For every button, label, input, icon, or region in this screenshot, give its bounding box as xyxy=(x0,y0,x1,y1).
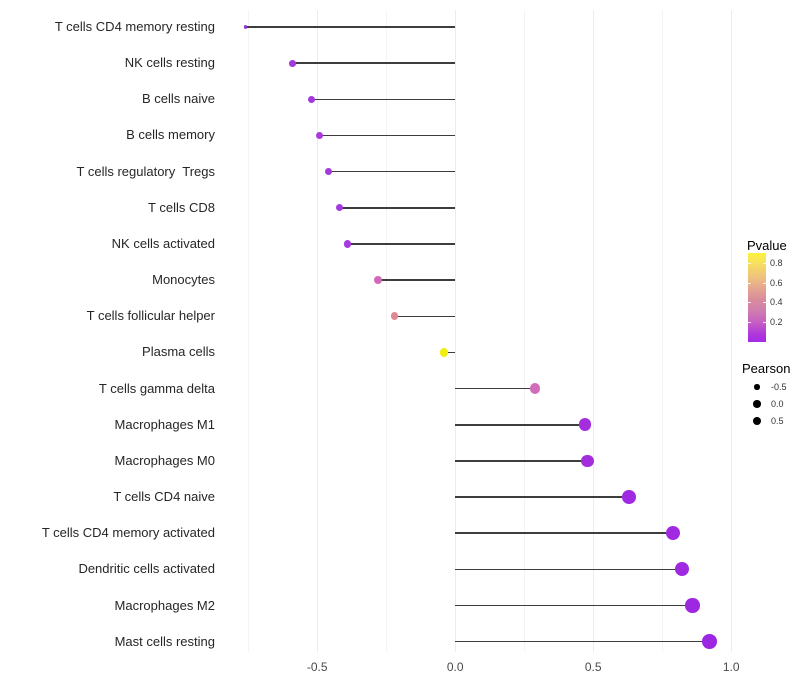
lollipop-stem xyxy=(347,243,456,245)
colorbar-tick xyxy=(748,302,751,304)
lollipop-stem xyxy=(455,460,588,462)
gridline-major xyxy=(593,10,595,652)
data-point xyxy=(581,454,595,468)
lollipop-stem xyxy=(394,315,456,318)
plot-panel xyxy=(222,10,745,652)
colorbar-tick xyxy=(763,282,766,284)
category-label: T cells CD4 memory resting xyxy=(54,19,215,34)
x-tick-label: 0.0 xyxy=(446,660,464,674)
data-point xyxy=(373,276,382,285)
lollipop-stem xyxy=(455,387,536,390)
lollipop-stem xyxy=(444,351,456,354)
data-point xyxy=(685,598,700,613)
data-point xyxy=(390,312,399,321)
lollipop-stem xyxy=(319,134,456,137)
colorbar-tick-label: 0.2 xyxy=(770,317,783,328)
gridline-major xyxy=(455,10,457,652)
data-point xyxy=(308,95,316,103)
pvalue-colorbar xyxy=(748,253,766,342)
pearson-legend-dot xyxy=(752,416,762,426)
category-label: Macrophages M0 xyxy=(114,452,215,468)
pearson-legend-dot xyxy=(754,384,760,390)
gridline-minor xyxy=(386,10,388,652)
colorbar-tick xyxy=(748,322,751,324)
lollipop-stem xyxy=(455,640,710,643)
x-tick-label: 0.5 xyxy=(584,660,602,674)
gridline-minor xyxy=(248,10,250,652)
category-label: NK cells resting xyxy=(124,55,215,71)
colorbar-tick xyxy=(763,262,766,264)
lollipop-stem xyxy=(245,26,456,28)
category-label: Plasma cells xyxy=(142,344,215,360)
lollipop-stem xyxy=(455,424,585,426)
lollipop-stem xyxy=(455,604,693,607)
colorbar-tick-label: 0.8 xyxy=(770,257,783,268)
data-point xyxy=(674,562,689,577)
pearson-legend-label: 0.5 xyxy=(771,416,784,426)
lollipop-stem xyxy=(292,62,456,64)
data-point xyxy=(578,418,592,432)
data-point xyxy=(622,490,636,504)
data-point xyxy=(439,348,449,357)
pearson-legend-dot xyxy=(753,400,761,408)
lollipop-stem xyxy=(339,207,456,209)
category-label: Monocytes xyxy=(152,272,215,288)
data-point xyxy=(666,526,681,541)
category-label: Macrophages M2 xyxy=(114,597,215,613)
category-label: T cells CD8 xyxy=(148,199,215,215)
data-point xyxy=(316,131,324,139)
colorbar-tick xyxy=(748,282,751,284)
category-label: T cells CD4 naive xyxy=(113,489,215,505)
category-label: B cells naive xyxy=(142,91,215,107)
lollipop-stem xyxy=(455,568,682,571)
data-point xyxy=(343,240,352,248)
colorbar-tick xyxy=(763,322,766,324)
category-label: Macrophages M1 xyxy=(114,416,215,432)
data-point xyxy=(530,383,541,394)
x-tick-label: 1.0 xyxy=(722,660,740,674)
category-label: NK cells activated xyxy=(111,235,215,251)
category-label: T cells follicular helper xyxy=(86,308,215,324)
category-label: Dendritic cells activated xyxy=(78,561,215,577)
lollipop-stem xyxy=(328,170,456,173)
lollipop-stem xyxy=(455,532,674,534)
gridline-minor xyxy=(524,10,526,652)
colorbar-tick-label: 0.6 xyxy=(770,277,783,288)
category-label: Mast cells resting xyxy=(114,633,215,649)
gridline-minor xyxy=(662,10,664,652)
gridline-major xyxy=(731,10,733,652)
colorbar-tick-label: 0.4 xyxy=(770,297,783,308)
lollipop-stem xyxy=(311,98,456,101)
category-label: B cells memory xyxy=(126,127,215,143)
data-point xyxy=(243,25,248,29)
data-point xyxy=(288,59,296,67)
data-point xyxy=(324,167,332,176)
category-label: T cells CD4 memory activated xyxy=(41,525,215,541)
gridline-major xyxy=(317,10,319,652)
pearson-legend-title: Pearson xyxy=(742,361,791,376)
category-label: T cells gamma delta xyxy=(98,380,215,396)
lollipop-stem xyxy=(455,496,630,498)
pearson-legend-label: 0.0 xyxy=(771,399,784,409)
colorbar-tick xyxy=(748,262,751,264)
category-label: T cells regulatory Tregs xyxy=(76,163,215,179)
pvalue-legend-title: Pvalue xyxy=(747,238,787,253)
data-point xyxy=(335,204,343,212)
data-point xyxy=(701,634,717,650)
lollipop-stem xyxy=(377,279,456,281)
pearson-legend-label: -0.5 xyxy=(771,382,787,392)
colorbar-tick xyxy=(763,302,766,304)
x-tick-label: -0.5 xyxy=(306,660,328,674)
